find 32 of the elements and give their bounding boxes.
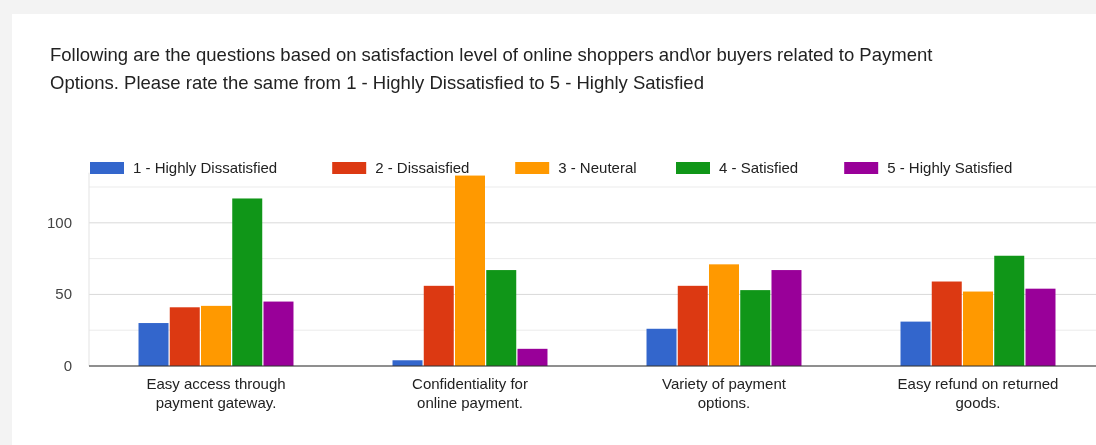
- bar: [455, 175, 485, 366]
- bar: [709, 264, 739, 366]
- bar: [646, 328, 677, 366]
- bar: [900, 321, 931, 366]
- bar: [138, 323, 169, 366]
- legend-label: 1 - Highly Dissatisfied: [133, 159, 278, 176]
- y-tick-label: 0: [63, 357, 72, 374]
- legend-label: 5 - Highly Satisfied: [887, 159, 1013, 176]
- bar: [201, 305, 231, 366]
- bar: [677, 285, 708, 366]
- y-tick-label: 50: [55, 285, 72, 303]
- bar: [169, 307, 200, 366]
- bar: [963, 291, 993, 366]
- bar: [263, 301, 294, 366]
- chart-title: Following are the questions based on satisfaction level of online shoppers and\or buyers related to Payment Options. Please rate the same from 1 - Highly Dissatisfied to 5 - Highly Satisfied: [50, 44, 933, 93]
- x-tick-label: Easy refund on returned goods.: [897, 375, 1059, 411]
- legend-label: 2 - Dissaisfied: [375, 159, 470, 176]
- bar: [232, 198, 263, 366]
- x-tick-label: Variety of payment options.: [662, 375, 787, 411]
- bar: [740, 290, 771, 366]
- bar: [517, 348, 548, 366]
- legend-label: 4 - Satisfied: [719, 159, 799, 176]
- bar: [931, 281, 962, 366]
- x-tick-label: Confidentiality for online payment.: [412, 375, 528, 411]
- y-tick-label: 100: [46, 213, 72, 231]
- bar: [486, 270, 517, 366]
- bar: [423, 285, 454, 366]
- bar: [994, 255, 1025, 366]
- bar: [771, 270, 802, 366]
- legend-label: 3 - Neuteral: [558, 159, 637, 176]
- bar: [1025, 288, 1056, 366]
- x-tick-label: Easy access through payment gateway.: [146, 375, 286, 411]
